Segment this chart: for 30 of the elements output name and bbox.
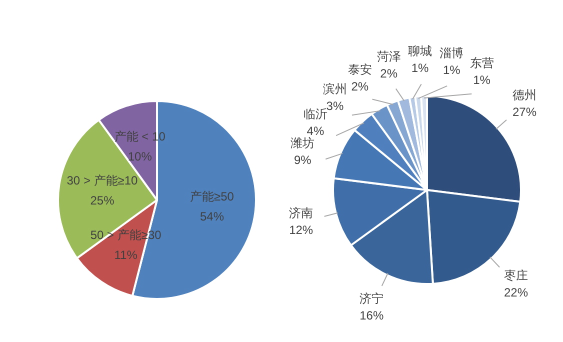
slice-label: 菏泽 — [376, 50, 401, 64]
data-label: 9% — [294, 152, 312, 167]
slice-label: 淄博 — [440, 46, 464, 60]
slice-label: 临沂 — [303, 107, 328, 122]
slice-label: 聊城 — [408, 44, 432, 58]
slice-label: 济南 — [289, 206, 314, 220]
data-label: 1% — [473, 72, 491, 87]
data-label: 16% — [360, 308, 384, 322]
data-label: 10% — [128, 150, 152, 164]
data-label: 2% — [380, 66, 398, 81]
data-label: 1% — [442, 63, 461, 78]
slice-label: 枣庄 — [504, 268, 528, 283]
data-label: 22% — [504, 286, 528, 300]
slice-label: 德州 — [512, 88, 537, 102]
data-label: 2% — [351, 79, 369, 94]
slice-label: 济宁 — [360, 291, 384, 306]
data-label: 12% — [289, 223, 314, 238]
data-label: 11% — [114, 248, 138, 262]
slice-label: 潍坊 — [290, 136, 315, 150]
data-label: 1% — [411, 61, 430, 75]
data-label: 27% — [512, 104, 537, 119]
data-label: 4% — [306, 124, 324, 138]
data-label: 3% — [326, 99, 344, 114]
data-label: 54% — [200, 209, 224, 224]
slice-label: 泰安 — [348, 62, 372, 76]
slice-label: 东营 — [470, 56, 494, 70]
data-label: 25% — [90, 194, 115, 208]
slice-label: 30 > 产能≥10 — [66, 174, 138, 188]
slice-label: 产能≥50 — [190, 189, 234, 204]
slice-label: 滨州 — [322, 82, 347, 96]
